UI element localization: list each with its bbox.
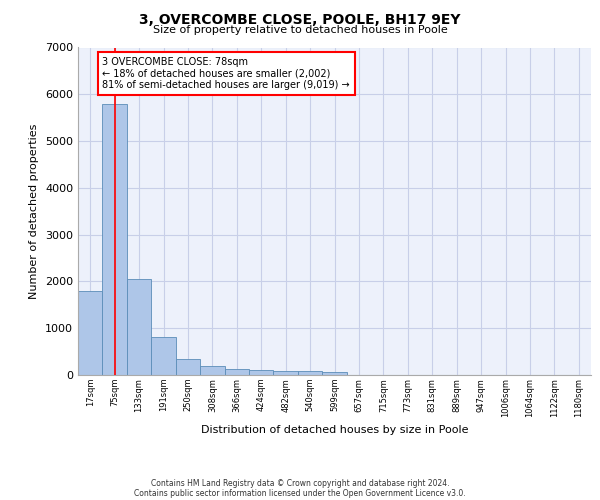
Bar bbox=[274, 370, 298, 375]
Text: Size of property relative to detached houses in Poole: Size of property relative to detached ho… bbox=[152, 25, 448, 35]
Bar bbox=[298, 372, 322, 375]
Text: 3, OVERCOMBE CLOSE, POOLE, BH17 9EY: 3, OVERCOMBE CLOSE, POOLE, BH17 9EY bbox=[139, 12, 461, 26]
Bar bbox=[224, 370, 249, 375]
Bar bbox=[176, 359, 200, 375]
Bar bbox=[103, 104, 127, 375]
X-axis label: Distribution of detached houses by size in Poole: Distribution of detached houses by size … bbox=[201, 425, 468, 435]
Y-axis label: Number of detached properties: Number of detached properties bbox=[29, 124, 40, 299]
Bar bbox=[151, 336, 176, 375]
Bar bbox=[322, 372, 347, 375]
Text: Contains public sector information licensed under the Open Government Licence v3: Contains public sector information licen… bbox=[134, 488, 466, 498]
Bar bbox=[249, 370, 274, 375]
Text: Contains HM Land Registry data © Crown copyright and database right 2024.: Contains HM Land Registry data © Crown c… bbox=[151, 478, 449, 488]
Bar bbox=[200, 366, 224, 375]
Bar bbox=[78, 291, 103, 375]
Text: 3 OVERCOMBE CLOSE: 78sqm
← 18% of detached houses are smaller (2,002)
81% of sem: 3 OVERCOMBE CLOSE: 78sqm ← 18% of detach… bbox=[103, 57, 350, 90]
Bar bbox=[127, 279, 151, 375]
